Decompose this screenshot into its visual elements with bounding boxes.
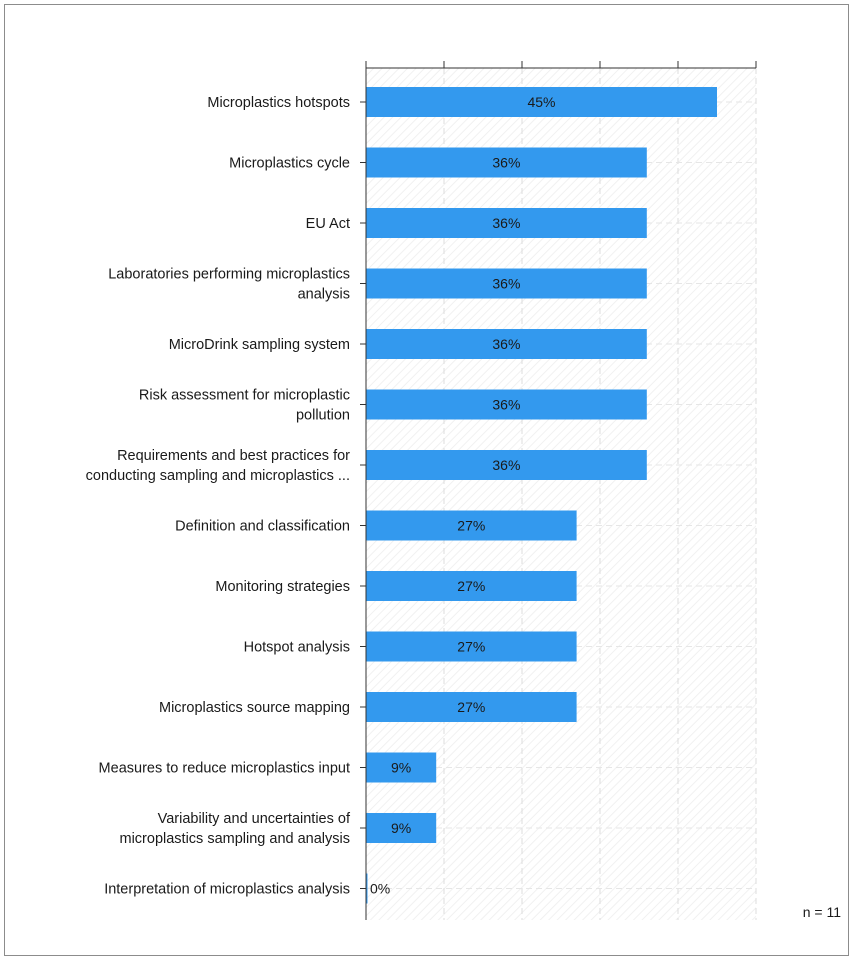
category-label: MicroDrink sampling system <box>169 337 350 353</box>
category-label: Hotspot analysis <box>244 640 350 656</box>
bar <box>366 329 647 359</box>
value-label: 9% <box>391 820 411 836</box>
bar <box>366 571 577 601</box>
bar <box>366 813 437 843</box>
bar <box>366 510 577 541</box>
value-label: 27% <box>457 518 485 534</box>
value-label: 27% <box>457 639 485 655</box>
value-label: 36% <box>492 155 520 171</box>
bar <box>366 208 647 238</box>
plot-area <box>366 68 756 920</box>
category-label-line: pollution <box>296 408 350 424</box>
bar <box>366 692 577 722</box>
category-label-line: Monitoring strategies <box>215 579 350 595</box>
value-label: 36% <box>492 336 520 352</box>
category-label: Microplastics cycle <box>229 156 350 172</box>
category-label-line: conducting sampling and microplastics ..… <box>86 468 350 484</box>
category-label: Monitoring strategies <box>215 579 350 595</box>
category-label-line: microplastics sampling and analysis <box>120 831 351 847</box>
category-label: Variability and uncertainties of micropla… <box>120 811 351 847</box>
sample-size-note: n = 11 <box>802 904 841 920</box>
category-label: Microplastics hotspots <box>207 95 350 111</box>
category-label-line: Hotspot analysis <box>244 640 350 656</box>
value-label: 36% <box>492 276 520 292</box>
category-label: Measures to reduce microplastics input <box>99 761 350 777</box>
category-label: Interpretation of microplastics analysis <box>104 882 350 898</box>
value-label: 36% <box>492 397 520 413</box>
category-label-line: Laboratories performing microplastics <box>108 267 350 283</box>
value-label: 9% <box>391 760 411 776</box>
value-label: 36% <box>492 457 520 473</box>
value-label: 27% <box>457 699 485 715</box>
category-label: Requirements and best practices for condu… <box>86 448 351 484</box>
value-label: 0% <box>370 881 390 897</box>
category-label-line: Microplastics hotspots <box>207 95 350 111</box>
bar <box>366 752 437 783</box>
category-label: Laboratories performing microplastics ana… <box>108 267 350 303</box>
category-label-line: Microplastics source mapping <box>159 700 350 716</box>
category-label-line: Requirements and best practices for <box>117 448 350 464</box>
category-label: Definition and classification <box>175 519 350 535</box>
bar <box>366 631 577 662</box>
category-label-line: Interpretation of microplastics analysis <box>104 882 350 898</box>
category-label-line: analysis <box>298 287 350 303</box>
category-label-line: Definition and classification <box>175 519 350 535</box>
bar <box>366 450 647 480</box>
category-label-line: Measures to reduce microplastics input <box>99 761 350 777</box>
category-label: Risk assessment for microplastic pollutio… <box>139 388 350 424</box>
bar <box>366 268 647 299</box>
category-label: EU Act <box>306 216 350 232</box>
bar <box>366 87 717 117</box>
category-label-line: EU Act <box>306 216 350 232</box>
category-label-line: Variability and uncertainties of <box>158 811 351 827</box>
value-label: 45% <box>527 94 555 110</box>
category-label: Microplastics source mapping <box>159 700 350 716</box>
value-label: 27% <box>457 578 485 594</box>
category-label-line: MicroDrink sampling system <box>169 337 350 353</box>
category-label-line: Risk assessment for microplastic <box>139 388 350 404</box>
bar <box>366 147 647 178</box>
value-label: 36% <box>492 215 520 231</box>
bar <box>366 873 368 904</box>
category-label-line: Microplastics cycle <box>229 156 350 172</box>
bar <box>366 389 647 420</box>
